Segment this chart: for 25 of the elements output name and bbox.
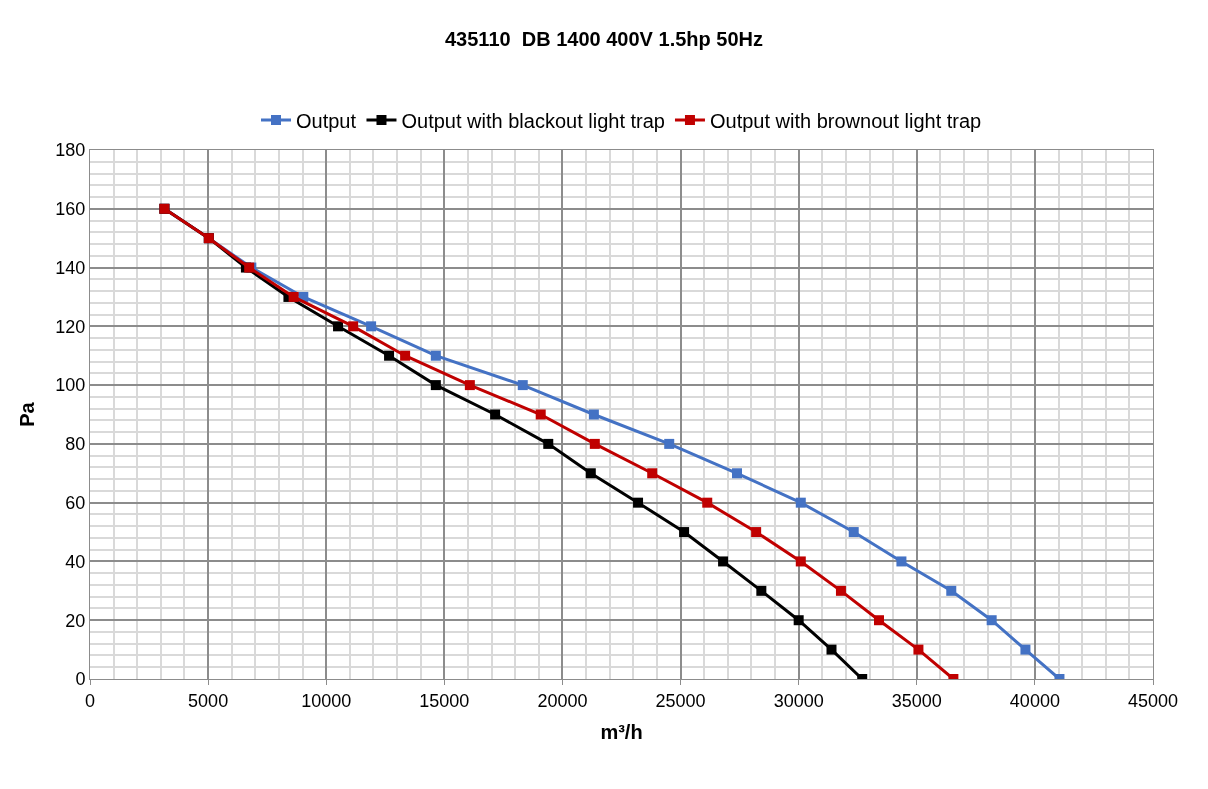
legend-label: Output [296,109,357,132]
x-axis-title: m³/h [600,721,643,744]
x-tick-label: 20000 [537,690,588,711]
y-tick-label: 140 [55,257,86,278]
x-tick-label: 5000 [188,690,229,711]
x-tick-label: 40000 [1009,690,1060,711]
y-tick-label: 80 [65,434,86,455]
legend-label: Output with blackout light trap [401,109,665,132]
y-tick-label: 160 [55,199,86,220]
y-tick-label: 180 [55,140,86,161]
y-tick-label: 120 [55,316,86,337]
x-tick-label: 30000 [773,690,824,711]
x-tick-label: 25000 [655,690,706,711]
y-tick-label: 40 [65,551,86,572]
y-tick-label: 100 [55,375,86,396]
y-tick-label: 20 [65,610,86,631]
y-tick-label: 60 [65,492,86,513]
y-tick-label: 0 [75,669,86,690]
x-tick-label: 45000 [1127,690,1179,711]
chart-title: 435110 DB 1400 400V 1.5hp 50Hz [445,27,763,50]
x-tick-label: 10000 [301,690,352,711]
y-axis-title: Pa [15,401,38,427]
x-tick-label: 35000 [891,690,942,711]
legend-label: Output with brownout light trap [709,109,982,132]
x-tick-label: 15000 [419,690,470,711]
